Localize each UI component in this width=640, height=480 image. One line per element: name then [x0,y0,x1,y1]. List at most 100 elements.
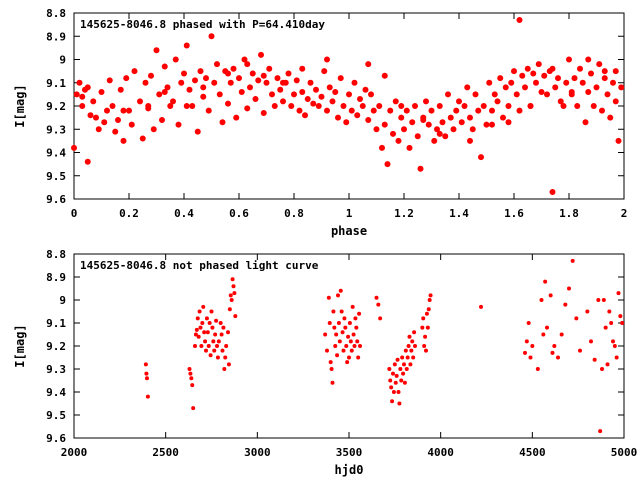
data-point [215,355,220,360]
data-point [310,100,317,107]
data-point [447,114,454,121]
data-point [402,380,407,385]
data-point [336,293,340,298]
data-point [212,348,217,353]
data-point [479,304,483,309]
data-point [420,325,425,330]
data-point [318,93,325,100]
data-point [604,91,611,98]
data-point [307,79,314,86]
data-point [277,86,284,93]
data-point [388,378,393,383]
data-point [434,126,440,133]
data-point [612,68,619,75]
data-point [84,84,91,91]
data-point [417,165,424,172]
y-tick-label: 9.2 [46,340,66,353]
data-point [191,406,196,411]
y-tick-label: 9.6 [46,193,66,206]
data-point [489,107,495,114]
x-tick-label: 2 [621,207,628,220]
data-point [93,114,99,121]
data-point [392,362,397,367]
data-point [109,103,116,109]
data-point [198,325,203,330]
data-point [420,116,427,123]
data-point [225,100,231,107]
data-point [612,344,617,348]
data-point [436,130,443,137]
data-point [533,79,539,86]
data-series [71,16,625,196]
data-point [544,91,550,98]
data-point [200,321,205,325]
data-point [178,79,185,86]
data-point [87,112,94,119]
data-point [211,339,216,344]
data-point [524,65,531,72]
data-point [505,119,512,126]
data-point [458,119,465,126]
data-point [538,89,545,96]
data-point [291,91,297,98]
data-point [244,105,251,112]
x-tick-label: 4000 [427,446,454,459]
data-point [227,79,234,86]
data-point [324,107,330,114]
data-point [612,98,619,105]
data-point [202,330,207,335]
data-point [280,79,286,86]
data-point [445,91,451,98]
data-point [208,33,215,40]
data-point [188,371,193,376]
data-point [153,47,160,54]
y-tick-label: 9.4 [46,386,66,399]
data-point [497,75,504,82]
data-point [247,84,253,91]
data-point [258,51,264,58]
data-point [423,98,429,105]
data-point [436,103,443,109]
data-point [428,293,433,298]
y-tick-label: 9.1 [46,77,66,90]
data-point [352,344,357,348]
data-point [159,116,165,123]
data-point [339,309,344,314]
data-point [568,91,575,98]
data-point [226,362,231,367]
data-point [206,344,211,348]
data-point [335,353,340,358]
data-point [467,137,473,144]
y-axis-label: I[mag] [13,324,27,367]
x-tick-label: 2000 [61,446,88,459]
data-point [425,121,432,128]
data-point [244,61,251,68]
data-point [213,332,218,337]
data-point [423,334,428,339]
data-point [381,121,388,128]
data-point [145,103,152,109]
data-point [598,429,603,434]
data-point [193,344,197,348]
data-point [588,70,594,77]
data-point [324,56,330,63]
data-point [413,344,417,348]
x-tick-label: 5000 [611,446,638,459]
data-point [424,311,429,316]
data-point [349,348,354,353]
data-point [218,321,223,325]
data-point [194,327,199,332]
data-point [442,133,449,140]
data-point [427,298,432,302]
data-point [230,65,237,72]
data-point [401,126,407,133]
data-point [412,330,417,335]
data-point [340,330,345,335]
data-point [351,79,358,86]
x-tick-label: 1.8 [559,207,579,220]
data-point [585,309,590,314]
x-tick-label: 3500 [336,446,363,459]
data-point [526,321,531,325]
y-tick-label: 9 [59,54,66,67]
data-point [425,325,430,330]
